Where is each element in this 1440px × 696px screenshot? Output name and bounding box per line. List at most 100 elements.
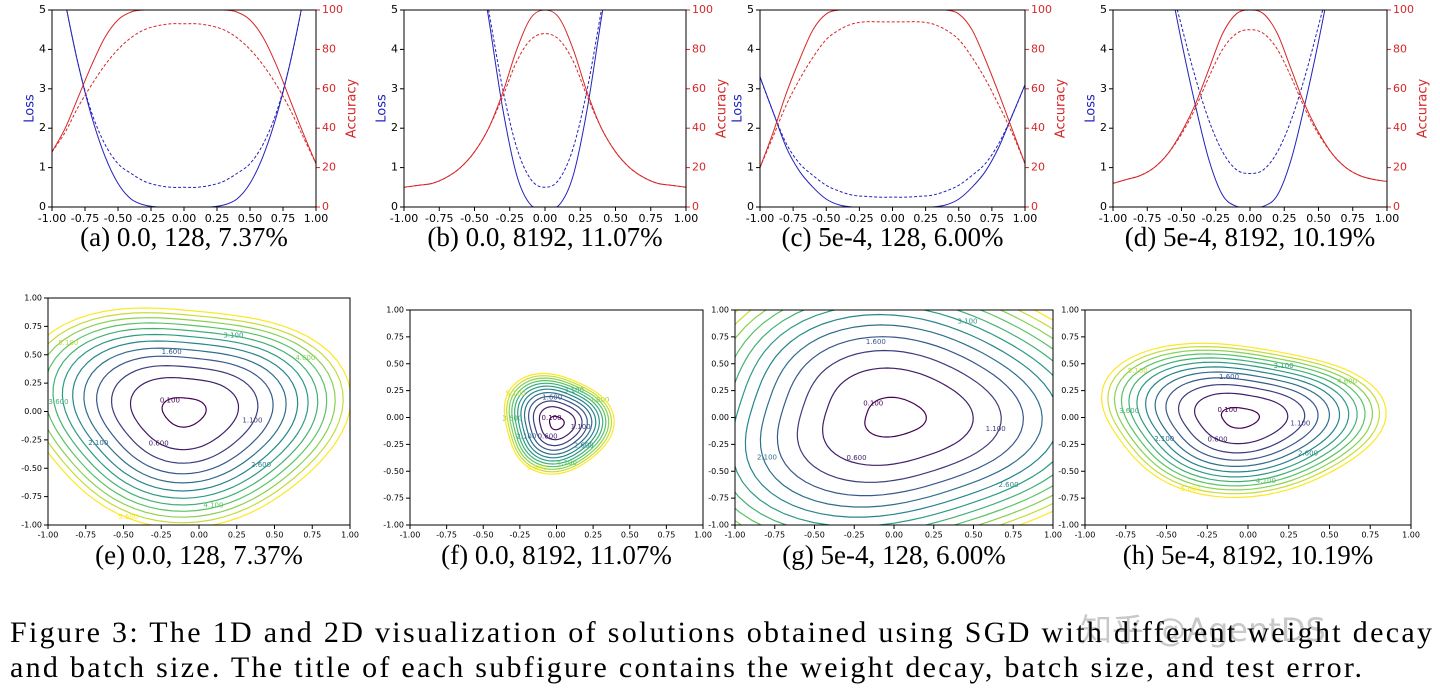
contour-line bbox=[161, 397, 207, 428]
y-tick-label: 4 bbox=[747, 42, 754, 55]
contour-line bbox=[514, 382, 604, 465]
contour-label: 1.100 bbox=[986, 425, 1006, 433]
series-line bbox=[52, 10, 316, 164]
y-tick-label: 3 bbox=[391, 82, 398, 95]
y2-tick-label: 40 bbox=[322, 121, 336, 134]
contour-label: 4.600 bbox=[1337, 377, 1357, 385]
x-tick-label: 0.25 bbox=[228, 531, 246, 540]
y-tick-label: 0.75 bbox=[711, 332, 729, 341]
contour-label: 4.600 bbox=[589, 396, 609, 404]
x-tick-label: 0.00 bbox=[533, 212, 558, 225]
x-tick-label: 0.50 bbox=[1321, 531, 1339, 540]
y-tick-label: 1 bbox=[391, 161, 398, 174]
series-line bbox=[760, 10, 1025, 168]
contour-label: 0.100 bbox=[863, 399, 883, 407]
contour-line bbox=[48, 307, 350, 525]
y-axis-label: Loss bbox=[1084, 94, 1099, 123]
contour-line bbox=[1136, 361, 1350, 478]
contour-label: 0.100 bbox=[1217, 406, 1237, 414]
plot-area: 0.1000.6001.1001.6002.1002.6003.1003.600… bbox=[48, 307, 350, 525]
x-tick-label: 1.00 bbox=[694, 531, 712, 540]
y2-tick-label: 40 bbox=[1031, 121, 1045, 134]
y-tick-label: 0.50 bbox=[711, 359, 729, 368]
contour-line bbox=[1107, 345, 1381, 495]
y-tick-label: 2 bbox=[747, 121, 754, 134]
series-line bbox=[1113, 29, 1387, 184]
axes-frame bbox=[1112, 9, 1388, 208]
series-line bbox=[488, 10, 602, 188]
x-tick-label: -0.50 bbox=[460, 212, 488, 225]
contour-line bbox=[1144, 366, 1341, 473]
y2-tick-label: 100 bbox=[692, 3, 713, 16]
series-line bbox=[66, 10, 302, 207]
y-tick-label: 0 bbox=[1100, 200, 1107, 213]
series-line bbox=[404, 10, 686, 188]
contour-label: 4.100 bbox=[557, 459, 577, 467]
y2-axis-label: Accuracy bbox=[345, 79, 360, 139]
y-tick-label: 4 bbox=[39, 42, 46, 55]
x-tick-label: 0.00 bbox=[885, 531, 903, 540]
plot-area bbox=[52, 10, 316, 207]
y2-tick-label: 100 bbox=[322, 3, 343, 16]
contour-label: 2.100 bbox=[88, 439, 108, 447]
contour-line bbox=[511, 380, 607, 468]
y-tick-label: -1.00 bbox=[21, 521, 42, 530]
contour-line bbox=[864, 396, 927, 438]
y-tick-label: -0.25 bbox=[21, 435, 42, 444]
x-tick-label: -0.25 bbox=[510, 531, 531, 540]
y2-tick-label: 0 bbox=[1393, 200, 1400, 213]
contour-label: 0.600 bbox=[1208, 435, 1228, 443]
contour-label: 5.100 bbox=[1128, 367, 1148, 375]
x-tick-label: 1.00 bbox=[674, 212, 699, 225]
contour-line bbox=[1193, 392, 1289, 445]
y2-tick-label: 100 bbox=[1031, 3, 1052, 16]
contour-line bbox=[776, 336, 1025, 497]
x-tick-label: 0.00 bbox=[880, 212, 905, 225]
x-tick-label: 0.75 bbox=[639, 212, 664, 225]
contour-label: 4.100 bbox=[203, 502, 223, 510]
y-tick-label: -0.75 bbox=[1058, 494, 1079, 503]
contour-label: 4.600 bbox=[295, 354, 315, 362]
series-line bbox=[1176, 10, 1324, 175]
x-tick-label: 1.00 bbox=[1402, 531, 1420, 540]
y-tick-label: 2 bbox=[1100, 121, 1107, 134]
watermark: 知乎 @AgentDS bbox=[1080, 611, 1326, 649]
contour-label: 1.100 bbox=[242, 417, 262, 425]
y-tick-label: 0 bbox=[747, 200, 754, 213]
x-tick-label: 1.00 bbox=[1375, 212, 1400, 225]
contour-line bbox=[735, 310, 1053, 525]
y-tick-label: -1.00 bbox=[1058, 521, 1079, 530]
contour-label: 2.100 bbox=[1154, 435, 1174, 443]
y-tick-label: 1 bbox=[39, 161, 46, 174]
y-tick-label: 0.50 bbox=[24, 350, 42, 359]
contour-line bbox=[48, 312, 344, 524]
y2-tick-label: 20 bbox=[692, 161, 706, 174]
contour-label: 5.100 bbox=[506, 389, 526, 397]
contour-label: 5.100 bbox=[58, 339, 78, 347]
y2-tick-label: 0 bbox=[1031, 200, 1038, 213]
contour-label: 5.600 bbox=[527, 464, 547, 472]
contour-label: 4.100 bbox=[1256, 477, 1276, 485]
x-tick-label: -0.50 bbox=[1156, 531, 1177, 540]
x-tick-label: 0.25 bbox=[925, 531, 943, 540]
y-tick-label: 0.75 bbox=[24, 322, 42, 331]
x-tick-label: -0.75 bbox=[1133, 212, 1161, 225]
y-tick-label: 5 bbox=[39, 3, 46, 16]
axes-frame bbox=[51, 9, 317, 208]
x-tick-label: 0.00 bbox=[190, 531, 208, 540]
x-tick-label: 0.50 bbox=[238, 212, 263, 225]
x-tick-label: -0.25 bbox=[496, 212, 524, 225]
x-tick-label: 0.75 bbox=[1361, 531, 1379, 540]
contour-line bbox=[527, 395, 588, 451]
x-tick-label: -1.00 bbox=[400, 531, 421, 540]
axes-frame bbox=[1084, 309, 1412, 526]
y-tick-label: 0.00 bbox=[711, 413, 729, 422]
y-tick-label: -0.50 bbox=[21, 464, 42, 473]
y-tick-label: -0.50 bbox=[383, 467, 404, 476]
subfigure-title: (e) 0.0, 128, 7.37% bbox=[95, 540, 303, 570]
contour-label: 2.600 bbox=[1298, 450, 1318, 458]
y-tick-label: 4 bbox=[1100, 42, 1107, 55]
contour-line bbox=[548, 415, 565, 431]
contour-line bbox=[1100, 342, 1387, 499]
contour-line bbox=[83, 347, 287, 484]
